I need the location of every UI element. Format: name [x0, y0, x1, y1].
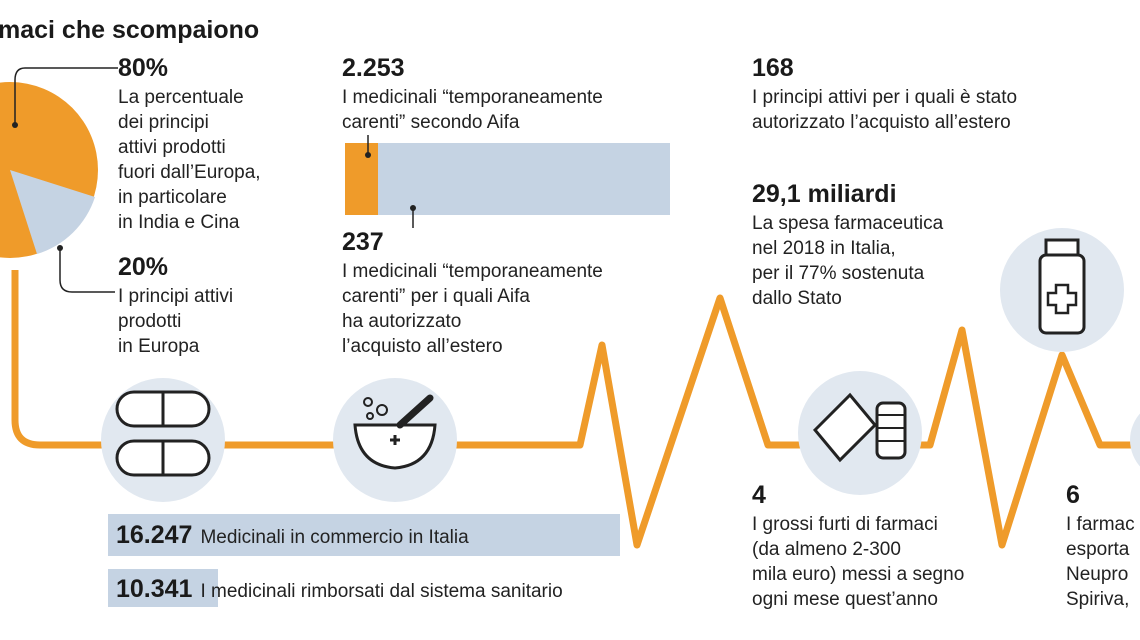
- band-number: 16.247: [116, 521, 192, 549]
- money-icon: [798, 371, 922, 495]
- block-text: in India e Cina: [118, 212, 240, 233]
- block-text: (da almeno 2-300: [752, 539, 901, 560]
- block-number: 237: [342, 228, 384, 256]
- block-number: 80%: [118, 54, 168, 82]
- block-number: 4: [752, 481, 766, 509]
- block-text: I medicinali “temporaneamente: [342, 87, 603, 108]
- icon-circle: [1130, 413, 1140, 467]
- block-text: per il 77% sostenuta: [752, 263, 925, 284]
- block-text: Spiriva,: [1066, 589, 1129, 610]
- block-text: l’acquisto all’estero: [342, 336, 503, 357]
- block-text: in Europa: [118, 336, 200, 357]
- block-number: 2.253: [342, 54, 405, 82]
- block-number: 168: [752, 54, 794, 82]
- band-text: Medicinali in commercio in Italia: [200, 527, 469, 548]
- bottle-icon: [1000, 228, 1124, 352]
- pill-icon: [101, 378, 225, 502]
- block-text: mila euro) messi a segno: [752, 564, 964, 585]
- band-text: I medicinali rimborsati dal sistema sani…: [200, 581, 562, 602]
- block-text: autorizzato l’acquisto all’estero: [752, 112, 1011, 133]
- block-text: esporta: [1066, 539, 1130, 560]
- block-text: I principi attivi per i quali è stato: [752, 87, 1017, 108]
- block-text: carenti” secondo Aifa: [342, 112, 520, 133]
- block-number: 6: [1066, 481, 1080, 509]
- block-text: fuori dall’Europa,: [118, 162, 261, 183]
- band-number: 10.341: [116, 575, 193, 603]
- block-text: La spesa farmaceutica: [752, 213, 944, 234]
- block-text: prodotti: [118, 311, 181, 332]
- block-text: attivi prodotti: [118, 137, 226, 158]
- pie: [0, 67, 118, 293]
- heartbeat-line: [11, 270, 1140, 549]
- block-text: I grossi furti di farmaci: [752, 514, 938, 535]
- band: [108, 569, 218, 607]
- block-text: I principi attivi: [118, 286, 233, 307]
- block-text: ogni mese quest’anno: [752, 589, 938, 610]
- block-text: I medicinali “temporaneamente: [342, 261, 603, 282]
- carenti-bar: [345, 135, 670, 228]
- block-number: 29,1 miliardi: [752, 180, 897, 208]
- block-text: Neupro: [1066, 564, 1128, 585]
- block-text: La percentuale: [118, 87, 244, 108]
- block-text: dallo Stato: [752, 288, 842, 309]
- block-text: nel 2018 in Italia,: [752, 238, 896, 259]
- block-text: I farmac: [1066, 514, 1135, 535]
- block-text: carenti” per i quali Aifa: [342, 286, 530, 307]
- band: [108, 514, 620, 556]
- block-text: ha autorizzato: [342, 311, 461, 332]
- mortar-icon: [333, 378, 457, 502]
- title: maci che scompaiono: [0, 16, 259, 44]
- block-text: in particolare: [118, 187, 227, 208]
- block-text: dei principi: [118, 112, 209, 133]
- block-number: 20%: [118, 253, 168, 281]
